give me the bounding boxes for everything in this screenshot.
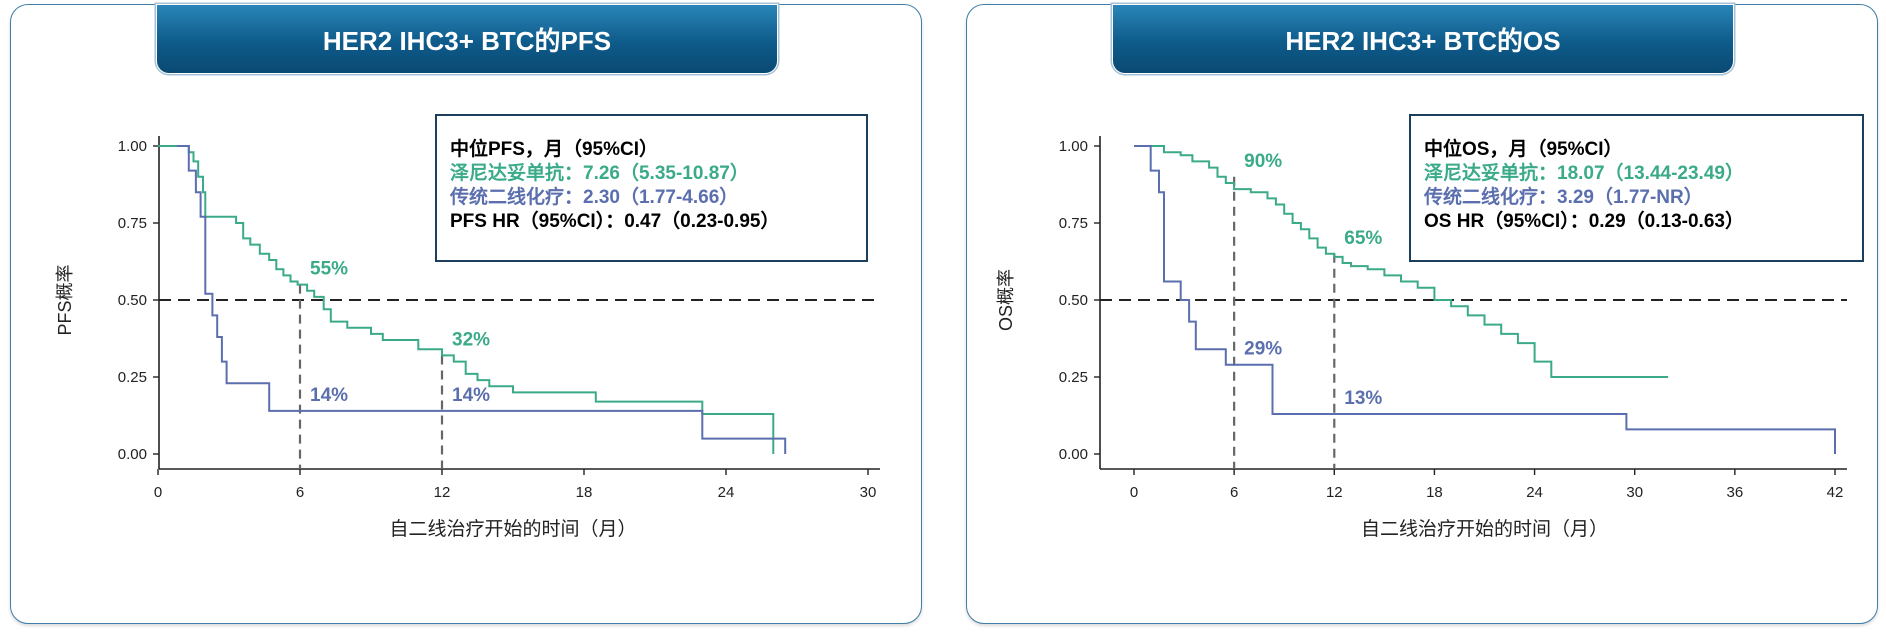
legend-line: OS HR（95%CI）：0.29（0.13-0.63） — [1424, 209, 1744, 232]
legend-line: 传统二线化疗：3.29（1.77-NR） — [1423, 185, 1703, 208]
y-tick-label: 0.25 — [1059, 369, 1088, 386]
pfs-chart: 0.00 0.25 0.50 0.75 1.00 0 6 12 18 24 30 自二线治疗开始的时间… — [55, 114, 880, 540]
landmark-annotation: 29% — [1244, 339, 1282, 360]
x-axis-label: 自二线治疗开始的时间（月） — [1361, 518, 1608, 540]
landmark-annotation: 90% — [1244, 151, 1282, 172]
legend-line: 中位OS，月（95%CI） — [1424, 137, 1622, 160]
y-tick-label: 1.00 — [118, 138, 147, 155]
series-line-zanidatamab — [1134, 145, 1669, 378]
legend-line: PFS HR（95%CI）：0.47（0.23-0.95） — [450, 209, 779, 232]
series-line-chemotherapy — [176, 145, 787, 454]
x-tick-label: 18 — [576, 484, 593, 501]
series-line-chemotherapy — [1134, 145, 1836, 454]
x-tick-label: 18 — [1426, 484, 1443, 501]
x-tick-label: 24 — [1526, 484, 1543, 501]
x-tick-label: 0 — [154, 484, 162, 501]
x-tick-label: 6 — [296, 484, 304, 501]
y-tick-label: 0.00 — [1059, 446, 1088, 463]
landmark-annotation: 32% — [452, 329, 490, 350]
x-tick-label: 12 — [434, 484, 451, 501]
x-tick-label: 0 — [1130, 484, 1138, 501]
landmark-annotation: 55% — [310, 259, 348, 280]
y-axis-label: OS概率 — [996, 269, 1016, 331]
x-tick-label: 6 — [1230, 484, 1238, 501]
y-tick-label: 0.00 — [118, 446, 147, 463]
legend-line: 中位PFS，月（95%CI） — [450, 137, 658, 160]
legend-line: 泽尼达妥单抗：7.26（5.35-10.87） — [450, 161, 749, 184]
x-tick-label: 24 — [718, 484, 735, 501]
legend-line: 传统二线化疗：2.30（1.77-4.66） — [449, 185, 738, 208]
landmark-annotation: 65% — [1344, 228, 1382, 249]
x-tick-label: 30 — [860, 484, 877, 501]
landmark-annotation: 13% — [1344, 388, 1382, 409]
pfs-title: HER2 IHC3+ BTC的PFS — [157, 5, 777, 73]
landmark-annotation: 14% — [452, 385, 490, 406]
y-tick-label: 0.75 — [1059, 215, 1088, 232]
legend-box — [1409, 114, 1864, 262]
pfs-panel: HER2 IHC3+ BTC的PFS 0.00 0.25 0.50 0.75 1.00 0… — [10, 4, 922, 624]
y-tick-label: 1.00 — [1059, 138, 1088, 155]
os-panel: HER2 IHC3+ BTC的OS 0.00 0.25 0.50 0.75 1.00 0 6… — [966, 4, 1878, 624]
os-title: HER2 IHC3+ BTC的OS — [1113, 5, 1733, 73]
x-axis-label: 自二线治疗开始的时间（月） — [389, 518, 636, 540]
x-tick-label: 12 — [1326, 484, 1343, 501]
landmark-annotation: 14% — [310, 385, 348, 406]
y-tick-label: 0.50 — [118, 292, 147, 309]
y-axis-label: PFS概率 — [55, 264, 75, 335]
x-tick-label: 30 — [1626, 484, 1643, 501]
y-tick-label: 0.50 — [1059, 292, 1088, 309]
series-line-zanidatamab — [158, 145, 775, 454]
x-tick-label: 42 — [1827, 484, 1844, 501]
y-tick-label: 0.25 — [118, 369, 147, 386]
os-chart: 0.00 0.25 0.50 0.75 1.00 0 6 12 18 24 30 36 42 自二线治疗开… — [996, 114, 1864, 540]
legend-box — [435, 114, 868, 262]
legend-line: 泽尼达妥单抗：18.07（13.44-23.49） — [1424, 161, 1744, 184]
x-tick-label: 36 — [1727, 484, 1744, 501]
y-tick-label: 0.75 — [118, 215, 147, 232]
